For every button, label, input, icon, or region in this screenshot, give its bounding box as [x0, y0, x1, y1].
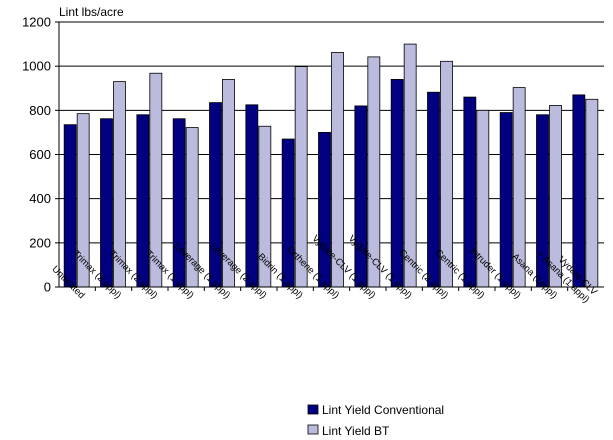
bar-conventional: [100, 118, 113, 288]
bar-conventional: [318, 132, 331, 288]
bar-bt: [585, 98, 599, 288]
legend-label-bt: Lint Yield BT: [322, 424, 390, 438]
bars: [63, 43, 599, 288]
bar-conventional: [281, 138, 295, 288]
y-axis-label: Lint lbs/acre: [59, 5, 124, 19]
bar-conventional: [63, 124, 77, 288]
legend-label-conventional: Lint Yield Conventional: [322, 403, 444, 417]
legend: Lint Yield Conventional Lint Yield BT: [304, 400, 472, 440]
y-tick-label: 800: [29, 103, 51, 118]
y-tick-label: 600: [29, 147, 51, 162]
legend-swatch-conventional: [307, 404, 319, 415]
y-tick-label: 1200: [22, 15, 51, 30]
bar-conventional: [136, 114, 150, 288]
bar-conventional: [572, 94, 586, 288]
y-axis-ticks: 0 200 400 600 800 1000 1200: [22, 15, 59, 295]
legend-item-bt: Lint Yield BT: [307, 424, 390, 438]
bar-conventional: [499, 112, 513, 288]
y-tick-label: 200: [29, 235, 51, 250]
legend-box: [304, 400, 472, 440]
y-tick-label: 0: [44, 280, 51, 295]
y-tick-label: 1000: [22, 59, 51, 74]
bar-conventional: [172, 118, 186, 288]
legend-item-conventional: Lint Yield Conventional: [307, 403, 444, 417]
y-tick-label: 400: [29, 191, 51, 206]
legend-swatch-bt: [307, 424, 319, 435]
